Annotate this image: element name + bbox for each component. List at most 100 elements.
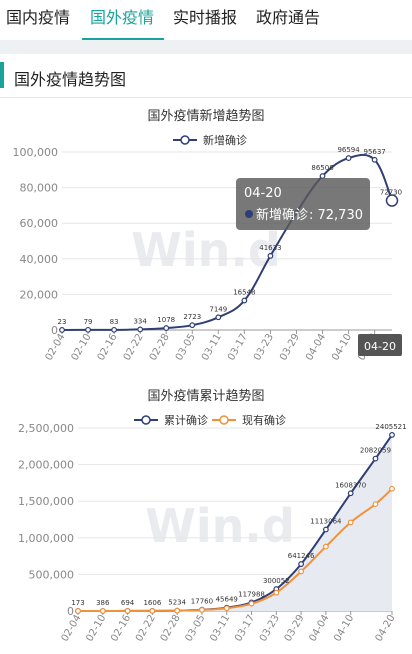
- legend-label: 新增确诊: [203, 133, 247, 147]
- data-point[interactable]: [345, 155, 352, 161]
- tab-live-report[interactable]: 实时播报: [173, 8, 238, 27]
- x-tick-label: 03-05: [183, 613, 207, 644]
- x-tick-label: 04-04: [304, 332, 328, 363]
- y-tick-label: 2,500,000: [18, 422, 74, 435]
- legend-item[interactable]: 新增确诊: [173, 133, 247, 147]
- x-axis-labels: 02-04 02-10 02-16 02-22 02-28 03-05 03-11 03-17…: [60, 611, 398, 644]
- x-tick-label: 03-11: [208, 613, 232, 644]
- x-tick-label: 03-23: [252, 332, 276, 363]
- data-point[interactable]: [298, 568, 305, 575]
- data-point[interactable]: [322, 543, 329, 550]
- data-label: 1608370: [335, 481, 366, 489]
- data-point[interactable]: [149, 607, 156, 614]
- tooltip-marker: [245, 210, 253, 218]
- cumulative-cases-chart: 国外疫情累计趋势图 累计确诊 现有确诊 Win.d 0 500,000 1,000,0…: [18, 388, 407, 644]
- y-tick-label: 20,000: [20, 288, 59, 301]
- y-tick-label: 60,000: [20, 217, 59, 230]
- data-point[interactable]: [111, 326, 118, 333]
- chart-legend[interactable]: 新增确诊: [173, 133, 247, 147]
- data-point[interactable]: [319, 173, 326, 179]
- x-axis-labels: 02-04 02-10 02-16 02-22 02-28 03-05 03-11 03-17…: [44, 330, 380, 363]
- active-tab-indicator: [82, 38, 164, 40]
- tab-foreign[interactable]: 国外疫情: [90, 8, 155, 27]
- x-pointer-box: [358, 334, 402, 356]
- tab-government-notice[interactable]: 政府通告: [256, 8, 321, 27]
- x-tick-label: 03-11: [200, 332, 224, 363]
- data-label: 694: [121, 599, 135, 607]
- data-label: 2723: [183, 313, 201, 321]
- x-tick-label: 04-10: [332, 613, 356, 644]
- series-new-confirmed: [59, 153, 399, 333]
- y-tick-label: 500,000: [29, 568, 75, 581]
- y-tick-label: 2,000,000: [18, 459, 74, 472]
- data-point[interactable]: [389, 432, 395, 438]
- x-tick-label: 02-16: [96, 332, 120, 363]
- legend-item[interactable]: 现有确诊: [212, 413, 286, 427]
- data-point[interactable]: [371, 156, 378, 163]
- data-point[interactable]: [372, 455, 379, 462]
- data-label: 386: [96, 599, 110, 607]
- data-point[interactable]: [248, 600, 255, 607]
- x-tick-label: 02-22: [134, 613, 158, 644]
- y-tick-label: 0: [67, 605, 74, 618]
- series-lines: [75, 432, 395, 614]
- legend-label: 累计确诊: [164, 413, 208, 427]
- data-point[interactable]: [99, 608, 106, 614]
- x-tick-label: 03-17: [226, 332, 250, 363]
- data-point[interactable]: [75, 608, 81, 614]
- tooltip-series: 新增确诊: [256, 207, 308, 223]
- data-label: 96594: [337, 146, 360, 154]
- data-point[interactable]: [59, 327, 65, 333]
- legend-marker: [141, 415, 151, 425]
- watermark-logo: Win.d: [131, 223, 281, 277]
- x-axis-pointer-label: 04-20: [358, 334, 402, 356]
- data-point[interactable]: [85, 326, 91, 333]
- data-point[interactable]: [389, 485, 395, 492]
- tab-bar: 国内疫情 国外疫情 实时播报 政府通告: [0, 0, 412, 40]
- data-label: 2405521: [375, 423, 406, 431]
- data-point[interactable]: [174, 607, 181, 614]
- highlighted-point[interactable]: [385, 194, 399, 207]
- data-point[interactable]: [223, 605, 230, 612]
- data-point[interactable]: [241, 297, 248, 304]
- data-point[interactable]: [347, 490, 354, 497]
- data-point[interactable]: [215, 314, 222, 321]
- x-tick-label: 03-29: [278, 332, 302, 363]
- data-point[interactable]: [322, 526, 329, 533]
- data-point[interactable]: [347, 519, 354, 526]
- x-tick-label: 04-10: [330, 332, 354, 363]
- chart-title: 国外疫情累计趋势图: [147, 388, 264, 404]
- data-point[interactable]: [199, 607, 205, 613]
- data-point[interactable]: [267, 252, 274, 259]
- data-label: 16548: [233, 289, 255, 297]
- data-point[interactable]: [124, 608, 131, 614]
- y-tick-label: 1,000,000: [18, 532, 74, 545]
- data-label: 7149: [209, 305, 227, 313]
- data-point[interactable]: [372, 501, 379, 508]
- data-point[interactable]: [137, 326, 144, 333]
- data-label: 79: [84, 318, 93, 326]
- x-tick-label: 03-05: [174, 332, 198, 363]
- x-tick-label: 02-04: [44, 332, 68, 363]
- x-tick-label: 04-04: [307, 613, 331, 644]
- data-point[interactable]: [163, 325, 170, 331]
- watermark-logo: Win.d: [145, 499, 295, 553]
- data-label: 641246: [288, 552, 315, 560]
- x-tick-label: 04-20: [374, 613, 398, 644]
- x-tick-label: 02-04: [60, 613, 84, 644]
- data-label: 95637: [363, 148, 385, 156]
- tooltip-value: : 72,730: [309, 208, 363, 223]
- x-tick-label: 02-22: [122, 332, 146, 363]
- data-point[interactable]: [298, 561, 305, 567]
- x-tick-label: 02-10: [70, 332, 94, 363]
- data-point[interactable]: [189, 322, 196, 329]
- series-area: [78, 434, 392, 611]
- y-tick-label: 1,500,000: [18, 495, 74, 508]
- legend-item[interactable]: 累计确诊: [134, 413, 208, 427]
- x-pointer-text: 04-20: [364, 340, 396, 353]
- tab-domestic[interactable]: 国内疫情: [6, 8, 71, 27]
- data-labels: 23 79 83 334 1078 2723 7149 16548 41633 86506 9659…: [58, 146, 403, 326]
- data-point[interactable]: [273, 589, 280, 596]
- x-tick-label: 02-28: [148, 332, 172, 363]
- chart-legend[interactable]: 累计确诊 现有确诊: [134, 413, 286, 427]
